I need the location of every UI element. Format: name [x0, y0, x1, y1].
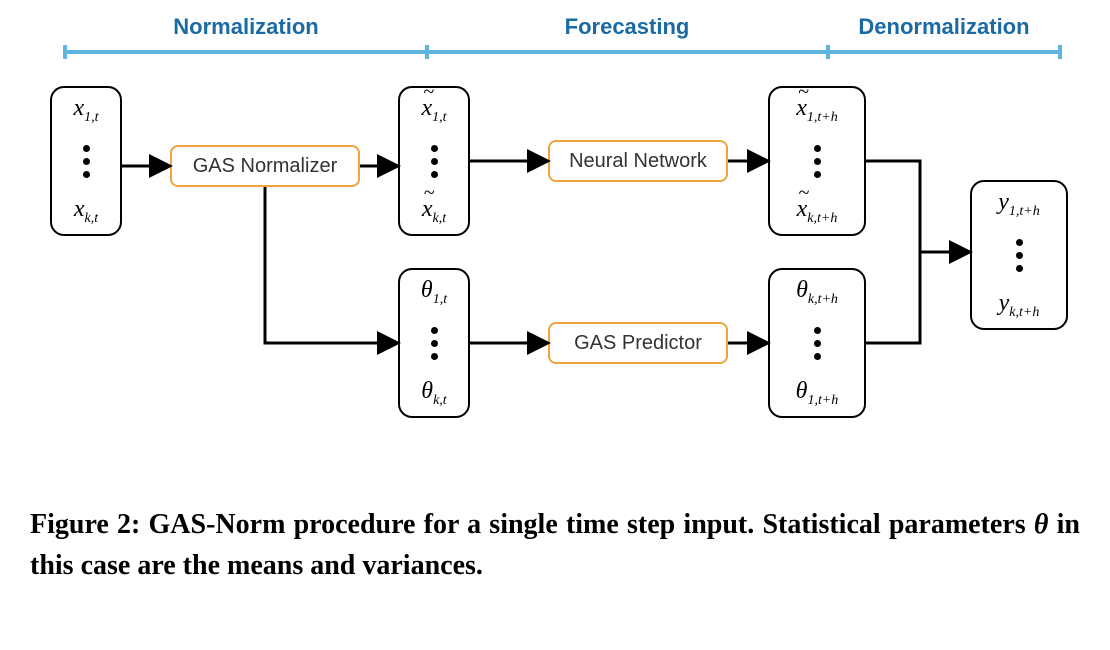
figure-canvas: Normalization Forecasting Denormalizatio… — [0, 0, 1110, 650]
caption-theta-symbol: θ — [1034, 509, 1049, 540]
caption-text-prefix: Figure 2: GAS-Norm procedure for a singl… — [30, 509, 1034, 540]
figure-caption: Figure 2: GAS-Norm procedure for a singl… — [30, 505, 1080, 586]
diagram-svg — [0, 0, 1110, 470]
